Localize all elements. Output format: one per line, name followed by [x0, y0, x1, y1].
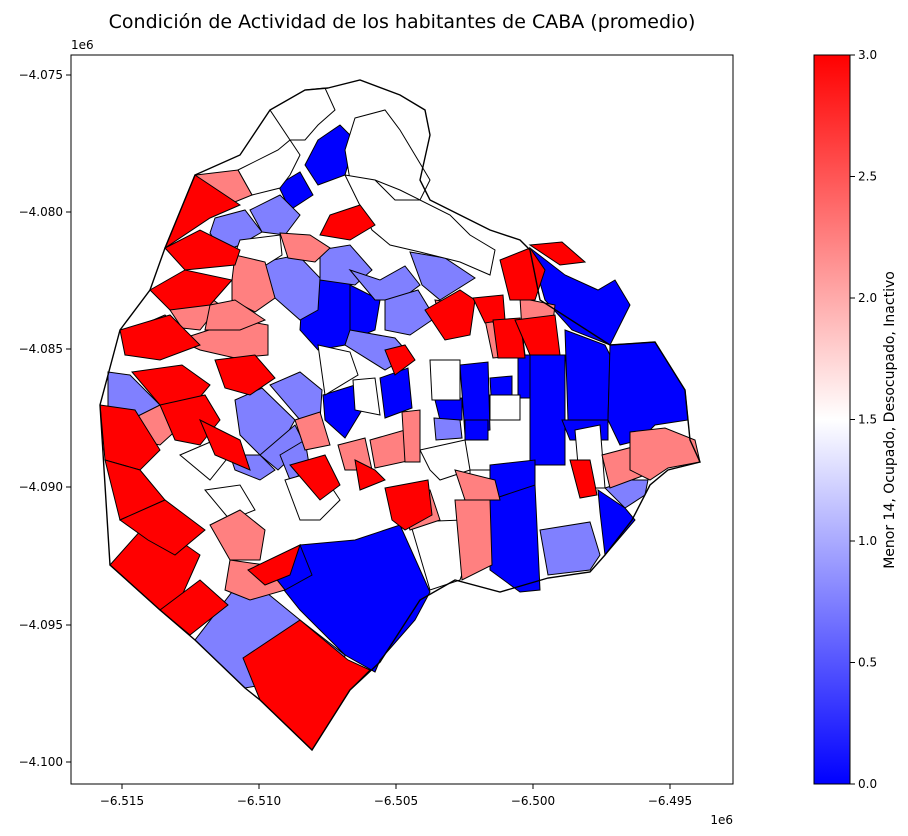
colorbar-tick-label: 2.5 [858, 170, 877, 184]
map-region [384, 479, 433, 531]
map-region [209, 509, 266, 561]
colorbar-label: Menor 14, Ocupado, Desocupado, Inactivo [882, 271, 898, 569]
map-region [322, 384, 363, 439]
map-region [434, 397, 463, 421]
x-axis-offset-label: 1e6 [710, 813, 733, 827]
map-region [354, 459, 386, 491]
map-region [433, 417, 463, 441]
map-region [348, 265, 421, 301]
y-axis-offset-label: 1e6 [71, 38, 94, 52]
map-region [629, 427, 701, 481]
map-region [99, 404, 161, 471]
map-region [489, 484, 541, 593]
map-region [164, 229, 241, 271]
map-region [489, 394, 521, 421]
chart-title: Condición de Actividad de los habitantes… [109, 11, 696, 33]
colorbar-tick-label: 0.5 [858, 656, 877, 670]
map-region [499, 247, 546, 301]
map-region [249, 194, 301, 236]
map-region [149, 269, 233, 311]
y-axis-ticks: −4.075 −4.080 −4.085 −4.090 −4.095 −4.100 [19, 68, 71, 769]
plot-frame [70, 54, 734, 785]
map-region [514, 314, 561, 356]
map-region [539, 521, 601, 576]
map-region [454, 499, 493, 581]
map-region [319, 204, 376, 241]
y-tick-label: −4.100 [19, 755, 63, 769]
map-region [317, 344, 359, 396]
map-region [464, 419, 489, 441]
map-region [429, 359, 461, 401]
map-region [349, 284, 381, 341]
map-region [199, 418, 251, 471]
y-tick-label: −4.095 [19, 618, 63, 632]
x-tick-label: −6.495 [648, 794, 692, 808]
colorbar: 0.0 0.5 1.0 1.5 2.0 2.5 3.0 Menor 14, Ocupado,… [813, 48, 898, 791]
map-region [352, 377, 381, 416]
map-region [279, 232, 331, 263]
map-region [454, 469, 501, 501]
map-region [419, 439, 471, 481]
map-region [204, 299, 267, 331]
map-region [118, 499, 206, 556]
colorbar-ticks: 0.0 0.5 1.0 1.5 2.0 2.5 3.0 [850, 48, 877, 791]
map-region [569, 459, 598, 499]
y-tick-label: −4.085 [19, 342, 63, 356]
map-region [237, 139, 301, 196]
map-region [384, 344, 416, 376]
map-axes: −6.515 −6.510 −6.505 −6.500 −6.495 −4.075−4.… [19, 38, 734, 827]
city-boundary [99, 79, 701, 752]
colorbar-gradient [813, 54, 851, 785]
map-regions [99, 79, 701, 752]
colorbar-tick-label: 0.0 [858, 777, 877, 791]
map-region [294, 411, 331, 451]
x-tick-label: −6.515 [100, 794, 144, 808]
y-tick-label: −4.080 [19, 205, 63, 219]
map-region [214, 354, 276, 396]
map-region [492, 317, 526, 359]
map-region [204, 484, 256, 521]
x-tick-label: −6.500 [511, 794, 555, 808]
x-axis-ticks: −6.515 −6.510 −6.505 −6.500 −6.495 [100, 784, 692, 808]
map-region [459, 361, 491, 436]
map-region [119, 314, 201, 361]
map-region [269, 371, 323, 421]
map-region [529, 354, 566, 466]
map-region [528, 241, 587, 266]
colorbar-tick-label: 1.5 [858, 413, 877, 427]
y-tick-label: −4.090 [19, 480, 63, 494]
map-region [344, 174, 496, 276]
x-tick-label: −6.505 [374, 794, 418, 808]
map-region [384, 289, 436, 336]
colorbar-tick-label: 3.0 [858, 48, 877, 62]
colorbar-tick-label: 1.0 [858, 534, 877, 548]
map-region [424, 289, 476, 341]
map-region [289, 454, 341, 501]
y-tick-label: −4.075 [19, 68, 63, 82]
map-region [597, 489, 636, 557]
map-region [279, 524, 431, 673]
x-tick-label: −6.510 [237, 794, 281, 808]
colorbar-tick-label: 2.0 [858, 291, 877, 305]
map-region [401, 409, 421, 463]
map-region [247, 544, 301, 586]
